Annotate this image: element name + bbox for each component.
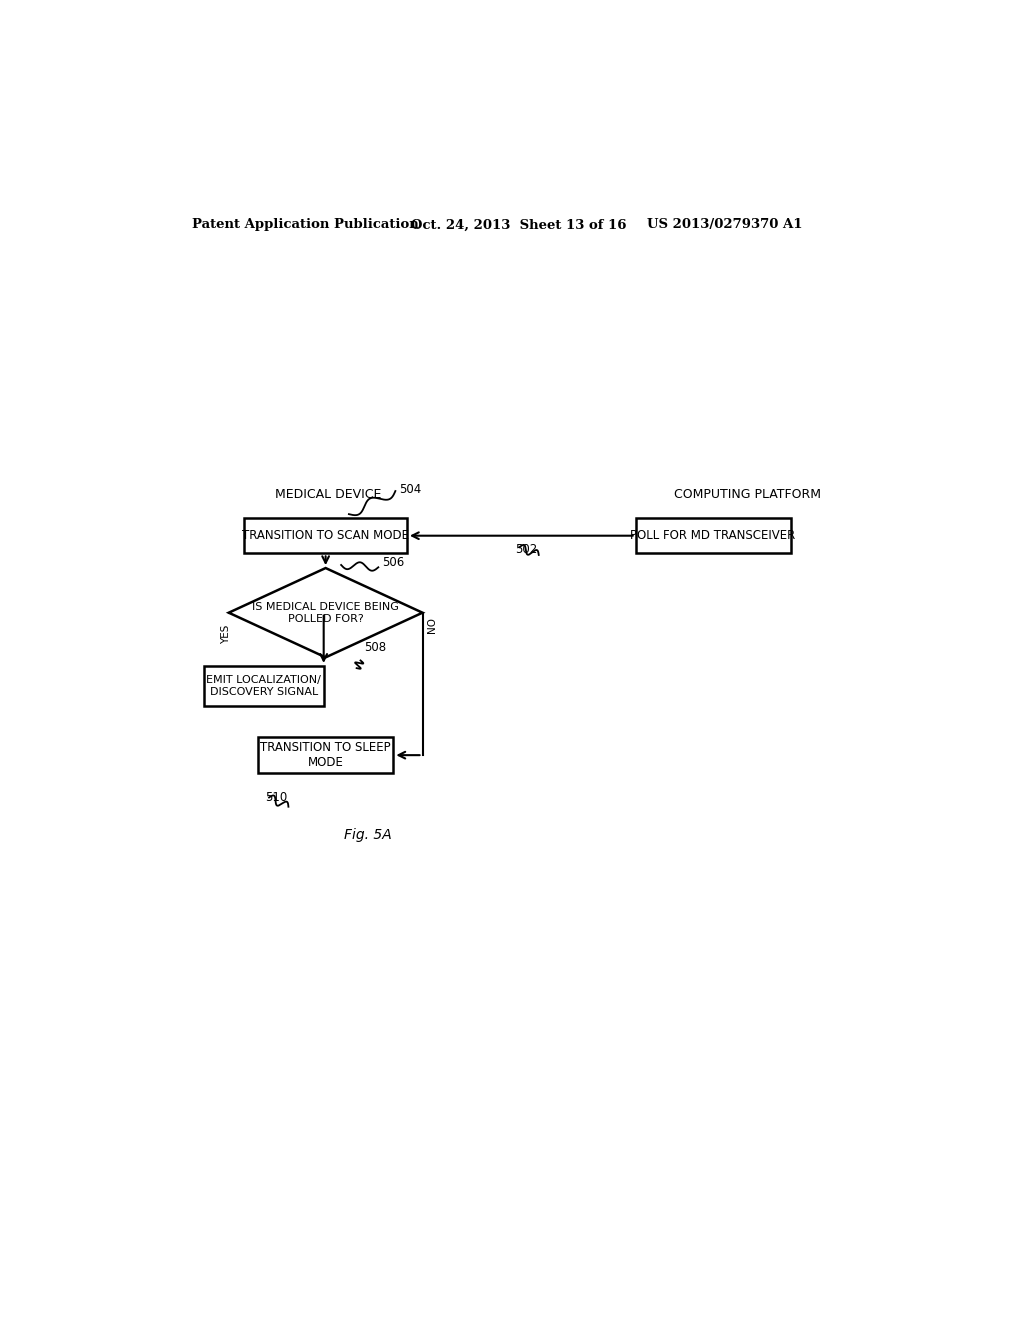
Text: COMPUTING PLATFORM: COMPUTING PLATFORM	[675, 488, 821, 502]
Text: Fig. 5A: Fig. 5A	[344, 829, 392, 842]
Text: 508: 508	[365, 642, 386, 655]
Text: Oct. 24, 2013  Sheet 13 of 16: Oct. 24, 2013 Sheet 13 of 16	[411, 218, 627, 231]
Text: 506: 506	[382, 556, 404, 569]
Text: EMIT LOCALIZATION/
DISCOVERY SIGNAL: EMIT LOCALIZATION/ DISCOVERY SIGNAL	[206, 675, 322, 697]
Text: TRANSITION TO SCAN MODE: TRANSITION TO SCAN MODE	[242, 529, 410, 543]
Bar	[204, 665, 324, 706]
Text: YES: YES	[221, 624, 231, 644]
Text: 510: 510	[265, 792, 288, 804]
Text: MEDICAL DEVICE: MEDICAL DEVICE	[275, 488, 382, 502]
Text: US 2013/0279370 A1: US 2013/0279370 A1	[647, 218, 803, 231]
Text: POLL FOR MD TRANSCEIVER: POLL FOR MD TRANSCEIVER	[631, 529, 796, 543]
Text: 502: 502	[515, 544, 538, 557]
Bar	[636, 517, 791, 553]
Text: 504: 504	[399, 483, 422, 496]
Text: TRANSITION TO SLEEP
MODE: TRANSITION TO SLEEP MODE	[260, 741, 391, 770]
Text: NO: NO	[427, 616, 437, 632]
Polygon shape	[228, 568, 423, 657]
Text: Patent Application Publication: Patent Application Publication	[193, 218, 419, 231]
Bar	[245, 517, 407, 553]
Bar	[258, 738, 393, 774]
Text: IS MEDICAL DEVICE BEING
POLLED FOR?: IS MEDICAL DEVICE BEING POLLED FOR?	[252, 602, 399, 623]
